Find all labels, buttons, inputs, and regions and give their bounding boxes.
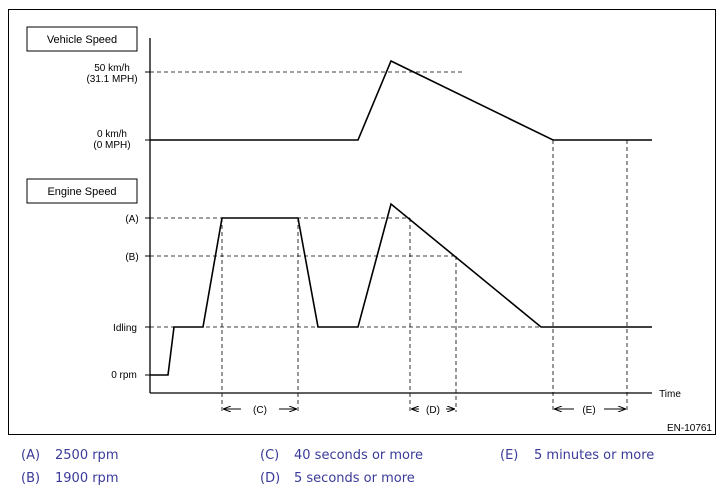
legend-key: (B) (21, 471, 41, 486)
interval-d-label: (D) (426, 405, 440, 416)
legend-item-e: (E) 5 minutes or more (500, 448, 654, 463)
legend-item-c: (C) 40 seconds or more (260, 448, 423, 463)
engine-speed-label: Engine Speed (47, 186, 116, 198)
figure-id: EN-10761 (667, 423, 712, 434)
label-0mph: (0 MPH) (93, 140, 130, 151)
label-0kmh: 0 km/h (97, 129, 127, 140)
legend-item-d: (D) 5 seconds or more (260, 471, 415, 486)
legend-text: 2500 rpm (55, 448, 119, 463)
label-0rpm: 0 rpm (111, 370, 137, 381)
vehicle-speed-box (26, 26, 138, 52)
legend-key: (E) (500, 448, 519, 463)
interval-c-label: (C) (253, 405, 267, 416)
label-50kmh: 50 km/h (94, 63, 130, 74)
legend-key: (D) (260, 471, 281, 486)
engine-speed-curve (150, 202, 652, 376)
legend-key: (C) (260, 448, 280, 463)
legend-text: 40 seconds or more (294, 448, 424, 463)
label-idling: Idling (113, 323, 137, 334)
legend-item-a: (A) 2500 rpm (21, 448, 118, 463)
engine-speed-box (26, 178, 138, 204)
vertical-reference-lines (221, 140, 628, 412)
horizontal-reference-lines (150, 71, 652, 328)
label-311mph: (31.1 MPH) (86, 74, 137, 85)
label-a: (A) (125, 214, 138, 225)
diagram-frame (8, 9, 716, 435)
legend-text: 5 seconds or more (294, 471, 415, 486)
legend-key: (A) (21, 448, 41, 463)
legend-item-b: (B) 1900 rpm (21, 471, 118, 486)
vehicle-speed-curve (150, 59, 652, 141)
vehicle-speed-label: Vehicle Speed (47, 34, 117, 46)
interval-e-label: (E) (582, 405, 595, 416)
label-time: Time (659, 389, 681, 400)
legend-text: 1900 rpm (55, 471, 119, 486)
axis-ticks (145, 71, 150, 376)
legend-text: 5 minutes or more (534, 448, 655, 463)
speed-timing-diagram: Vehicle Speed Engine Speed 50 km/h (31.1… (26, 26, 712, 434)
label-b: (B) (125, 252, 138, 263)
